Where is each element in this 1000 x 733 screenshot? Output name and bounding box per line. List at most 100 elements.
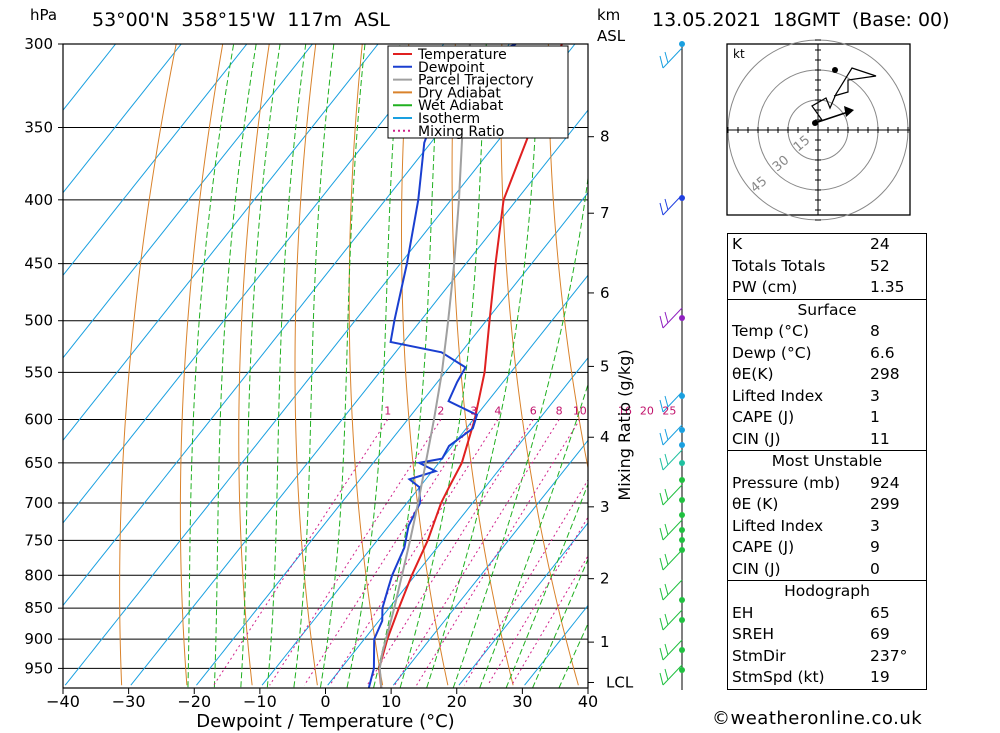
wet-adiabat-line [531, 558, 588, 688]
pressure-label: 550 [24, 363, 53, 381]
wind-level-dot [679, 647, 685, 653]
wind-level-dot [679, 195, 685, 201]
series-temperature [378, 44, 563, 688]
wind-level-dot [679, 442, 685, 448]
wind-barb [662, 449, 683, 471]
wind-barb [664, 488, 669, 501]
surface-value: 298 [870, 365, 900, 383]
isotherm-line [261, 274, 588, 686]
top-label: PW (cm) [732, 278, 798, 296]
hodograph-point [832, 67, 838, 73]
surface-row: Temp (°C) 8 [728, 321, 926, 343]
wind-level-dot [679, 460, 685, 466]
pressure-label: 650 [24, 454, 53, 472]
wind-barb [659, 557, 664, 571]
wind-level-dot [679, 537, 685, 543]
dry-adiabat-line [547, 44, 588, 471]
isotherm-line [63, 44, 248, 277]
storm-motion-arrowhead [844, 106, 854, 117]
surface-label: CIN (J) [732, 429, 781, 448]
isotherm-line [63, 44, 510, 607]
credit-link[interactable]: ©weatheronline.co.uk [712, 708, 923, 729]
mixing-ratio-label: 20 [640, 404, 654, 417]
wind-barb [659, 672, 664, 686]
wet-adiabat-line [319, 44, 366, 688]
surface-box: Surface Temp (°C) 8 Dewp (°C) 6.6 θE(K) 298 Li… [727, 299, 927, 451]
pressure-label: 600 [24, 410, 53, 428]
surface-label: Lifted Index [732, 386, 824, 405]
hodo-label: SREH [732, 625, 775, 643]
wind-barb [664, 198, 669, 211]
height-label: 7 [600, 204, 610, 222]
wind-level-dot [679, 315, 685, 321]
height-label: 3 [600, 498, 610, 516]
wind-barb-column [659, 41, 685, 690]
wind-level-dot [679, 497, 685, 503]
wind-barb [659, 527, 664, 541]
mixing-ratio-label: 10 [573, 404, 587, 417]
surface-row: Dewp (°C) 6.6 [728, 343, 926, 365]
x-tick-label: 20 [447, 692, 467, 711]
most_unstable-row: θE (K) 299 [728, 494, 926, 516]
storm-motion-arrow [814, 111, 849, 124]
legend-label: Mixing Ratio [418, 124, 504, 140]
most-unstable-title: Most Unstable [771, 452, 883, 470]
hodo-value: 65 [870, 603, 890, 622]
wet-adiabat-line [266, 44, 307, 688]
lcl-label: LCL [606, 673, 634, 691]
hodo-label: EH [732, 603, 754, 622]
wind-barb [664, 428, 669, 441]
wind-barb [664, 523, 669, 536]
surface-value: 1 [870, 408, 880, 426]
dry-adiabat-line [179, 44, 224, 686]
dry-adiabat-line [401, 44, 449, 686]
isotherm-line [196, 191, 588, 686]
most_unstable-value: 924 [870, 473, 900, 492]
mixing-ratio-label: 16 [618, 404, 632, 417]
plot-frame [62, 43, 589, 689]
wet-adiabat-line [505, 482, 588, 688]
surface-label: Dewp (°C) [732, 343, 812, 362]
wet-adiabat-line [426, 44, 541, 688]
pressure-label: 300 [24, 35, 53, 53]
wind-level-dot [679, 512, 685, 518]
dry-adiabat-line [238, 44, 270, 686]
pressure-label: 950 [24, 659, 53, 677]
isotherm-line [524, 604, 588, 686]
mixing-ratio-line [303, 419, 475, 686]
wind-barb [659, 55, 664, 69]
wind-barb [662, 639, 683, 661]
wind-barb [664, 553, 669, 566]
legend-label: Wet Adiabat [418, 98, 504, 114]
most_unstable-label: Lifted Index [732, 516, 824, 535]
wind-barb [662, 194, 683, 216]
wind-barb [664, 51, 669, 64]
mixing-ratio-label: 8 [556, 404, 563, 417]
most_unstable-label: CIN (J) [732, 559, 781, 578]
wind-barb [662, 484, 683, 506]
isotherm-line [392, 439, 588, 686]
wind-barb [659, 432, 664, 446]
legend-label: Dry Adiabat [418, 85, 501, 101]
wet-adiabat-line [452, 174, 588, 688]
hodo-value: 237° [870, 646, 908, 665]
mixing-ratio-line [269, 419, 442, 686]
dry-adiabat-line [921, 44, 1000, 685]
surface-value: 11 [870, 429, 890, 448]
top-label: K [732, 235, 743, 253]
isotherm-line [130, 109, 588, 686]
wind-barb [662, 579, 683, 601]
wind-barb [659, 587, 664, 601]
isotherm-line [63, 44, 116, 111]
wind-barb [664, 643, 669, 656]
pressure-label: 800 [24, 566, 53, 584]
mixing-ratio-label: 3 [470, 404, 477, 417]
wind-level-dot [679, 427, 685, 433]
pressure-label: 500 [24, 312, 53, 330]
wet-adiabat-line [479, 382, 588, 688]
indices-top-box: K 24 Totals Totals 52 PW (cm) 1.35 [727, 233, 927, 300]
mixing-ratio-line [511, 554, 588, 686]
hodo-row: SREH 69 [728, 624, 926, 646]
km-unit: km [597, 6, 621, 24]
